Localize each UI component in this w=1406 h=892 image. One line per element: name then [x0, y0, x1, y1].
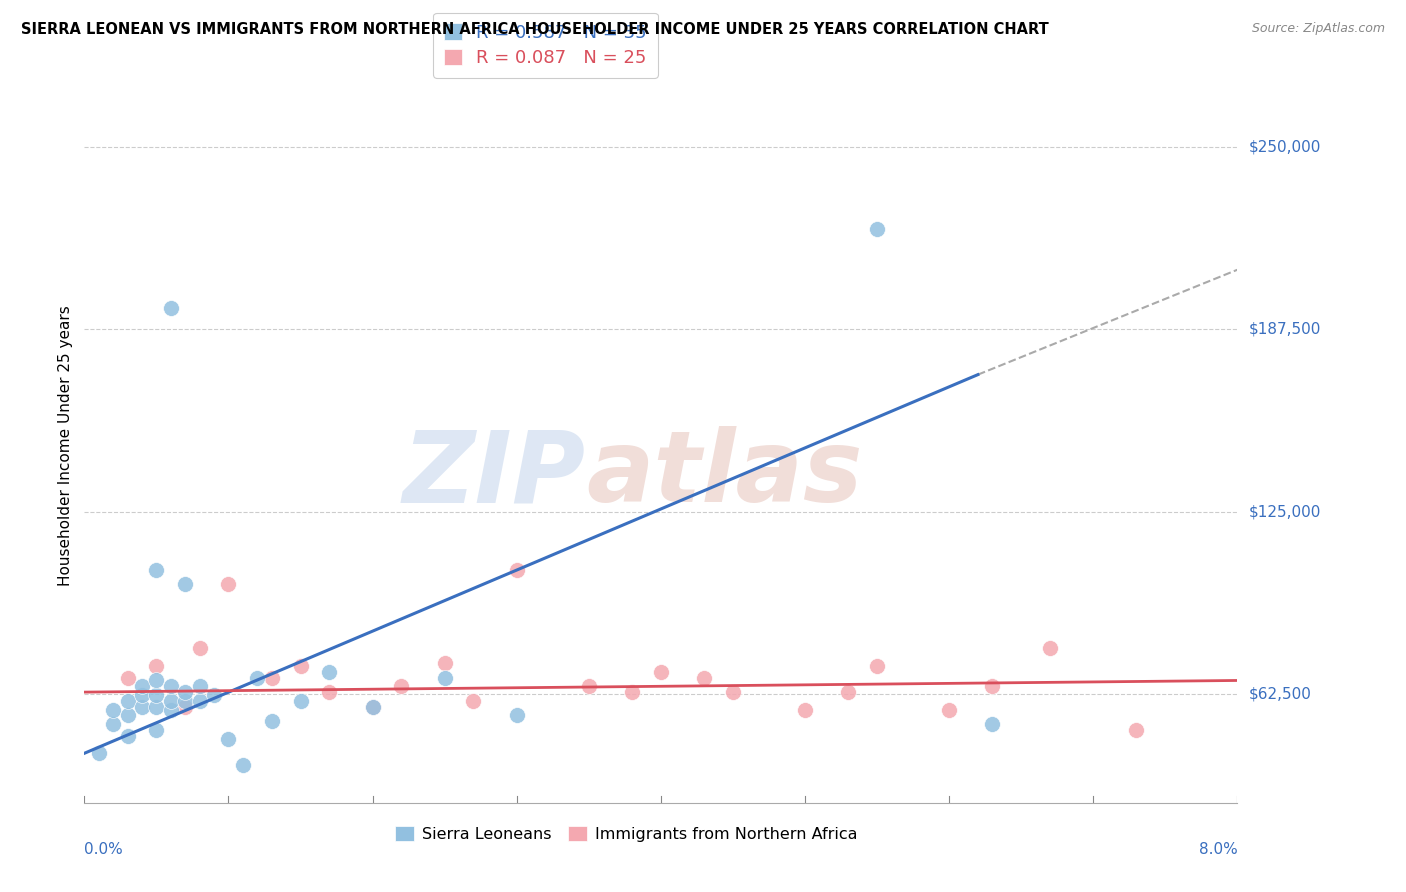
Point — [145, 659, 167, 673]
Point — [117, 729, 139, 743]
Point — [103, 703, 124, 717]
Point — [131, 688, 153, 702]
Point — [174, 685, 197, 699]
Point — [117, 694, 139, 708]
Point — [621, 685, 644, 699]
Point — [433, 656, 456, 670]
Point — [1125, 723, 1147, 737]
Point — [188, 694, 211, 708]
Point — [202, 688, 225, 702]
Point — [131, 679, 153, 693]
Point — [145, 563, 167, 577]
Point — [160, 301, 183, 315]
Point — [290, 659, 312, 673]
Point — [87, 746, 110, 760]
Legend: Sierra Leoneans, Immigrants from Northern Africa: Sierra Leoneans, Immigrants from Norther… — [388, 820, 863, 848]
Point — [361, 699, 384, 714]
Point — [117, 671, 139, 685]
Point — [145, 673, 167, 688]
Point — [361, 699, 384, 714]
Point — [391, 679, 413, 693]
Point — [506, 563, 529, 577]
Point — [145, 688, 167, 702]
Point — [578, 679, 600, 693]
Text: Source: ZipAtlas.com: Source: ZipAtlas.com — [1251, 22, 1385, 36]
Point — [837, 685, 859, 699]
Point — [981, 717, 1004, 731]
Point — [260, 714, 283, 729]
Text: SIERRA LEONEAN VS IMMIGRANTS FROM NORTHERN AFRICA HOUSEHOLDER INCOME UNDER 25 YE: SIERRA LEONEAN VS IMMIGRANTS FROM NORTHE… — [21, 22, 1049, 37]
Point — [160, 703, 183, 717]
Point — [318, 685, 340, 699]
Point — [174, 699, 197, 714]
Point — [246, 671, 269, 685]
Y-axis label: Householder Income Under 25 years: Householder Income Under 25 years — [58, 306, 73, 586]
Point — [290, 694, 312, 708]
Text: $187,500: $187,500 — [1249, 322, 1320, 337]
Point — [981, 679, 1004, 693]
Point — [650, 665, 672, 679]
Point — [117, 708, 139, 723]
Text: $250,000: $250,000 — [1249, 140, 1320, 155]
Text: ZIP: ZIP — [404, 426, 586, 523]
Point — [174, 577, 197, 591]
Text: 0.0%: 0.0% — [84, 842, 124, 856]
Point — [160, 694, 183, 708]
Point — [693, 671, 716, 685]
Point — [794, 703, 817, 717]
Point — [131, 699, 153, 714]
Point — [721, 685, 744, 699]
Text: $62,500: $62,500 — [1249, 686, 1312, 701]
Point — [232, 758, 254, 772]
Point — [174, 694, 197, 708]
Point — [145, 699, 167, 714]
Point — [103, 717, 124, 731]
Point — [188, 641, 211, 656]
Point — [188, 679, 211, 693]
Text: atlas: atlas — [586, 426, 862, 523]
Point — [433, 671, 456, 685]
Point — [506, 708, 529, 723]
Point — [866, 659, 889, 673]
Point — [938, 703, 960, 717]
Point — [218, 731, 240, 746]
Point — [218, 577, 240, 591]
Point — [866, 222, 889, 236]
Point — [318, 665, 340, 679]
Text: 8.0%: 8.0% — [1198, 842, 1237, 856]
Point — [260, 671, 283, 685]
Point — [463, 694, 485, 708]
Point — [160, 679, 183, 693]
Point — [1039, 641, 1062, 656]
Text: $125,000: $125,000 — [1249, 504, 1320, 519]
Point — [145, 723, 167, 737]
